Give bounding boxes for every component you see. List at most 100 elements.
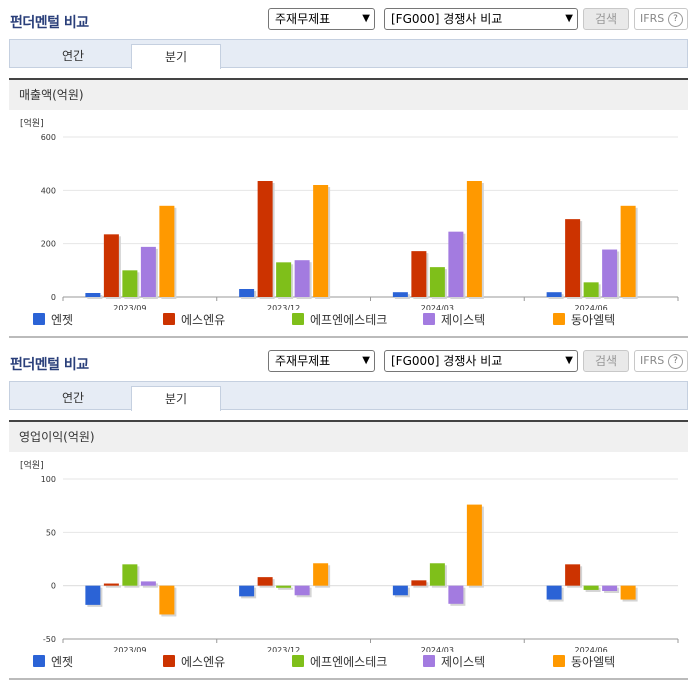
y-tick-label: 0	[51, 293, 56, 302]
ifrs-button[interactable]: IFRS ?	[634, 8, 688, 30]
panel-header: 펀더멘털 비교 주재무제표 ▼ [FG000] 경쟁사 비교 ▼ 검색 IFRS…	[0, 0, 696, 36]
legend-item[interactable]: 에스엔유	[163, 313, 225, 327]
y-tick-label: 400	[41, 186, 56, 195]
bar	[276, 585, 292, 588]
period-tabs: 연간 분기	[9, 39, 688, 69]
bar	[466, 181, 482, 297]
chevron-down-icon: ▼	[565, 355, 573, 366]
ifrs-label: IFRS	[640, 354, 665, 367]
legend-swatch	[553, 655, 565, 667]
bar	[429, 267, 445, 297]
chart-legend: 엔젯 에스엔유 에프엔에스테크 제이스텍 동아엘텍	[0, 311, 696, 329]
legend-label: 제이스텍	[441, 313, 486, 327]
bar	[257, 577, 273, 586]
revenue-chart: [억원] 0 200 400 600 2023/09 2023/12 2024/03 2024/…	[20, 117, 679, 310]
legend-swatch	[423, 313, 435, 325]
legend-item[interactable]: 동아엘텍	[553, 313, 615, 327]
bar	[159, 585, 175, 615]
chevron-down-icon: ▼	[362, 13, 370, 24]
bar	[448, 231, 464, 297]
legend-label: 에스엔유	[181, 313, 226, 327]
legend-item[interactable]: 제이스텍	[423, 655, 485, 669]
help-icon[interactable]: ?	[668, 354, 683, 369]
fundamental-panel-revenue: 펀더멘털 비교 주재무제표 ▼ [FG000] 경쟁사 비교 ▼ 검색 IFRS…	[0, 0, 696, 338]
search-button[interactable]: 검색	[583, 350, 629, 372]
panel-title: 펀더멘털 비교	[10, 357, 89, 373]
legend-swatch	[33, 655, 45, 667]
bar	[602, 585, 618, 591]
legend-item[interactable]: 동아엘텍	[553, 655, 615, 669]
ifrs-button[interactable]: IFRS ?	[634, 350, 688, 372]
bar	[546, 292, 562, 297]
x-tick-label: 2024/06	[575, 646, 608, 652]
bar-shadow	[278, 587, 294, 590]
bar	[583, 282, 599, 297]
y-tick-label: 100	[41, 475, 56, 484]
y-tick-label: 50	[46, 528, 56, 537]
period-tabs: 연간 분기	[9, 381, 688, 411]
panel-header: 펀더멘털 비교 주재무제표 ▼ [FG000] 경쟁사 비교 ▼ 검색 IFRS…	[0, 342, 696, 378]
bar	[85, 293, 101, 297]
bar	[411, 251, 427, 297]
statement-type-value: 주재무제표	[275, 354, 331, 368]
y-tick-label: 200	[41, 240, 56, 249]
legend-swatch	[163, 313, 175, 325]
legend-label: 에프엔에스테크	[310, 313, 388, 327]
peer-group-value: [FG000] 경쟁사 비교	[391, 354, 503, 368]
panel-title: 펀더멘털 비교	[10, 15, 89, 31]
help-icon[interactable]: ?	[668, 12, 683, 27]
bar	[620, 205, 636, 297]
tab-annual[interactable]: 연간	[61, 391, 85, 405]
bar	[565, 564, 581, 586]
chart-title: 매출액(억원)	[9, 78, 688, 110]
axis-unit-label: [억원]	[20, 117, 44, 129]
legend-item[interactable]: 엔젯	[33, 655, 73, 669]
y-tick-label: -50	[43, 635, 56, 644]
bar	[159, 205, 175, 297]
bar	[103, 234, 119, 297]
peer-group-select[interactable]: [FG000] 경쟁사 비교 ▼	[384, 350, 578, 372]
legend-label: 엔젯	[51, 313, 74, 327]
bar	[392, 585, 408, 596]
statement-type-select[interactable]: 주재무제표 ▼	[268, 8, 375, 30]
legend-label: 동아엘텍	[571, 655, 616, 669]
legend-item[interactable]: 엔젯	[33, 313, 73, 327]
bar	[122, 564, 138, 586]
legend-label: 제이스텍	[441, 655, 486, 669]
divider	[9, 336, 688, 338]
operating-profit-chart: [억원] -50 0 50 100 2023/09 2023/12 2024/03 2024/0…	[20, 459, 679, 652]
ifrs-label: IFRS	[640, 12, 665, 25]
tab-quarterly[interactable]: 분기	[131, 386, 221, 411]
legend-item[interactable]: 에스엔유	[163, 655, 225, 669]
legend-label: 에프엔에스테크	[310, 655, 388, 669]
y-tick-label: 0	[51, 582, 56, 591]
chevron-down-icon: ▼	[565, 13, 573, 24]
x-tick-label: 2024/03	[421, 304, 454, 310]
legend-swatch	[33, 313, 45, 325]
search-button[interactable]: 검색	[583, 8, 629, 30]
bar	[602, 249, 618, 297]
x-tick-label: 2023/12	[267, 646, 300, 652]
tab-annual[interactable]: 연간	[61, 49, 85, 63]
bar	[392, 292, 408, 297]
bar	[239, 585, 255, 597]
x-tick-label: 2024/06	[575, 304, 608, 310]
statement-type-select[interactable]: 주재무제표 ▼	[268, 350, 375, 372]
bar	[448, 585, 464, 604]
legend-swatch	[163, 655, 175, 667]
legend-item[interactable]: 에프엔에스테크	[292, 313, 387, 327]
peer-group-select[interactable]: [FG000] 경쟁사 비교 ▼	[384, 8, 578, 30]
x-tick-label: 2023/09	[113, 304, 146, 310]
legend-label: 엔젯	[51, 655, 74, 669]
legend-item[interactable]: 제이스텍	[423, 313, 485, 327]
bar	[239, 289, 255, 297]
bar	[122, 270, 138, 297]
legend-label: 에스엔유	[181, 655, 226, 669]
bar	[313, 563, 329, 586]
y-tick-label: 600	[41, 133, 56, 142]
legend-item[interactable]: 에프엔에스테크	[292, 655, 387, 669]
x-tick-label: 2023/09	[113, 646, 146, 652]
bar	[583, 585, 599, 590]
bar	[565, 219, 581, 297]
tab-quarterly[interactable]: 분기	[131, 44, 221, 69]
